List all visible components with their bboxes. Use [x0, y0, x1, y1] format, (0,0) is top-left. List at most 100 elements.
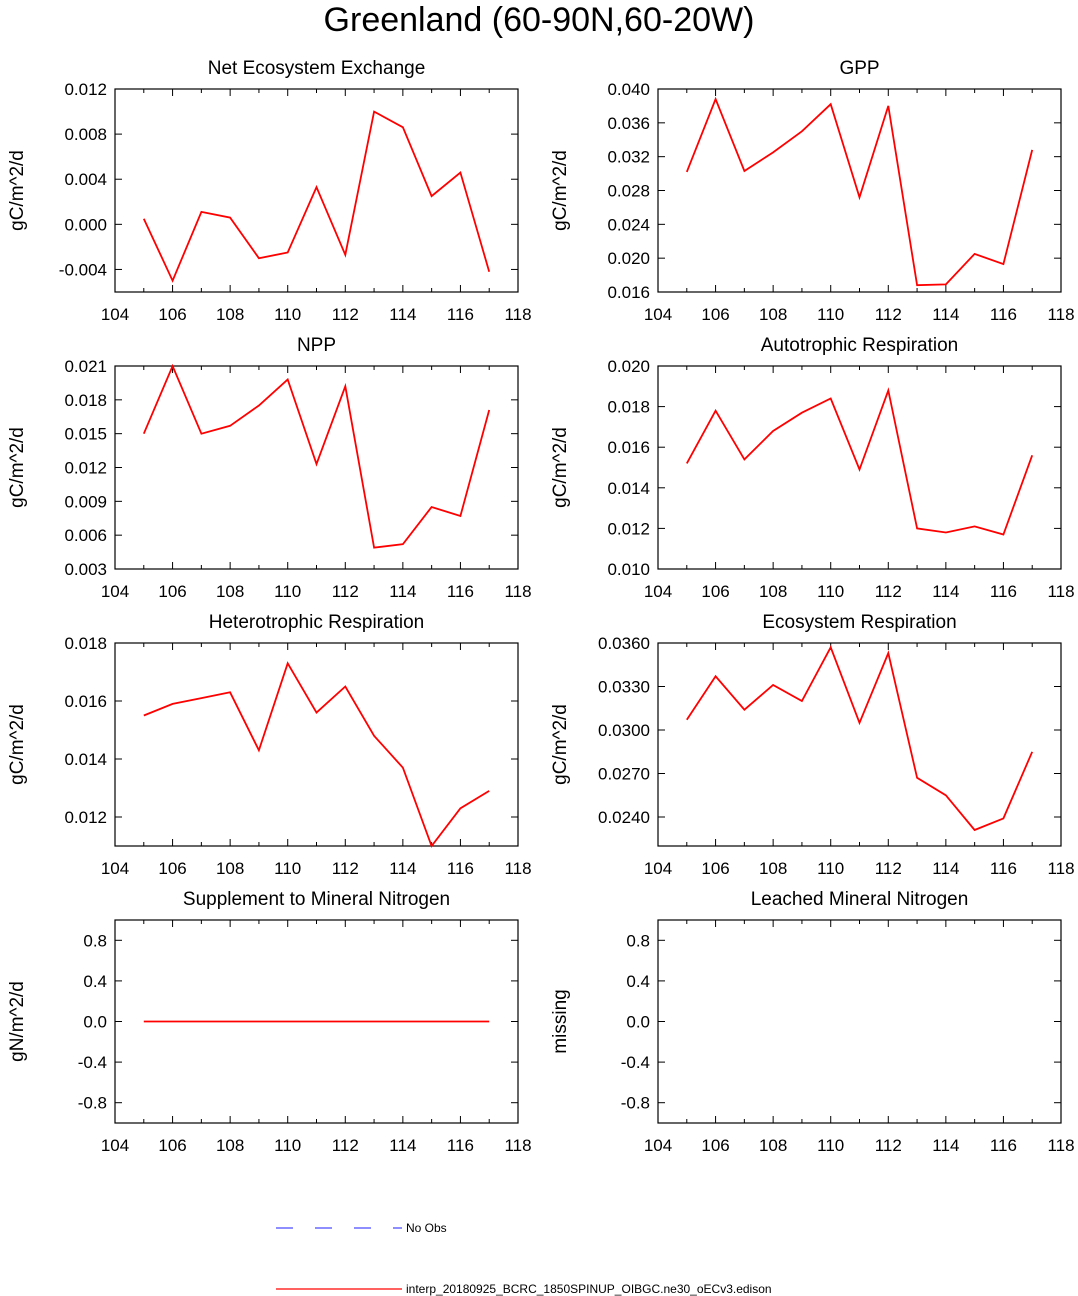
legend-no-obs-label: No Obs [406, 1221, 447, 1235]
panel-title: Ecosystem Respiration [762, 612, 956, 633]
y-tick-label: 0.012 [64, 80, 107, 99]
x-tick-label: 106 [158, 859, 186, 878]
x-tick-label: 110 [817, 582, 844, 601]
x-tick-label: 112 [332, 859, 359, 878]
x-tick-label: 118 [1047, 859, 1074, 878]
y-axis-label: gN/m^2/d [7, 981, 28, 1062]
y-axis-label: missing [550, 989, 571, 1053]
y-axis-label: gC/m^2/d [550, 150, 571, 231]
x-tick-label: 110 [274, 1136, 301, 1155]
x-tick-label: 104 [101, 859, 129, 878]
y-tick-label: 0.000 [64, 215, 107, 234]
chart-panel: Supplement to Mineral Nitrogen gN/m^2/d 10… [7, 889, 532, 1155]
y-tick-label: 0.020 [607, 249, 650, 268]
x-tick-label: 104 [644, 305, 672, 324]
x-tick-label: 108 [759, 582, 787, 601]
y-tick-label: 0.006 [64, 526, 107, 545]
x-tick-label: 110 [274, 582, 301, 601]
x-tick-label: 106 [701, 859, 729, 878]
chart-panel: Autotrophic Respiration gC/m^2/d 104 106 108… [550, 335, 1075, 601]
y-tick-label: 0.032 [607, 148, 650, 167]
panel-title: NPP [297, 335, 336, 356]
x-tick-label: 110 [274, 305, 301, 324]
y-tick-label: 0.036 [607, 114, 650, 133]
x-tick-label: 116 [447, 859, 474, 878]
series-line [686, 387, 1034, 536]
y-tick-label: 0.015 [64, 425, 107, 444]
plot-frame [657, 919, 1062, 1124]
panel-title: Leached Mineral Nitrogen [751, 889, 969, 910]
y-tick-label: 0.012 [64, 808, 107, 827]
x-tick-label: 104 [644, 859, 672, 878]
chart-panel: Leached Mineral Nitrogen missing 104 106 108… [550, 889, 1075, 1155]
panel-title: GPP [839, 58, 879, 79]
chart-panel: NPP gC/m^2/d 104 106 108 110 112 114 116 118 0.003… [7, 335, 532, 601]
x-tick-label: 104 [644, 1136, 672, 1155]
x-tick-label: 114 [389, 859, 416, 878]
x-tick-label: 116 [990, 582, 1017, 601]
y-tick-label: 0.4 [626, 972, 650, 991]
y-tick-label: 0.0360 [598, 634, 650, 653]
x-tick-label: 110 [817, 305, 844, 324]
y-tick-label: 0.021 [64, 357, 107, 376]
x-tick-label: 118 [504, 859, 531, 878]
x-tick-label: 106 [701, 1136, 729, 1155]
y-tick-label: 0.016 [607, 283, 650, 302]
x-tick-label: 114 [932, 305, 959, 324]
series-line [143, 661, 490, 848]
x-tick-label: 104 [101, 1136, 129, 1155]
y-tick-label: 0.040 [607, 80, 650, 99]
panel-title: Supplement to Mineral Nitrogen [183, 889, 450, 910]
x-tick-label: 116 [990, 859, 1017, 878]
x-tick-label: 118 [504, 1136, 531, 1155]
y-tick-label: -0.8 [78, 1094, 107, 1113]
y-tick-label: 0.018 [64, 391, 107, 410]
x-tick-label: 112 [875, 1136, 902, 1155]
series-line [142, 363, 491, 549]
plot-frame [114, 88, 519, 293]
x-tick-label: 116 [447, 1136, 474, 1155]
panel-title: Heterotrophic Respiration [209, 612, 424, 633]
y-tick-label: 0.012 [607, 519, 650, 538]
y-tick-label: 0.010 [607, 560, 650, 579]
x-tick-label: 114 [932, 859, 959, 878]
x-tick-label: 110 [817, 859, 844, 878]
x-tick-label: 112 [332, 305, 359, 324]
x-tick-label: 110 [817, 1136, 844, 1155]
x-tick-label: 108 [759, 305, 787, 324]
y-tick-label: 0.020 [607, 357, 650, 376]
y-axis-label: gC/m^2/d [550, 704, 571, 785]
x-tick-label: 108 [759, 859, 787, 878]
y-tick-label: 0.014 [607, 479, 650, 498]
x-tick-label: 112 [875, 859, 902, 878]
x-tick-label: 106 [701, 305, 729, 324]
y-tick-label: 0.018 [607, 398, 650, 417]
y-tick-label: 0.0240 [598, 808, 650, 827]
series-line [686, 645, 1034, 832]
x-tick-label: 118 [1047, 305, 1074, 324]
x-tick-label: 106 [158, 582, 186, 601]
y-tick-label: 0.009 [64, 492, 107, 511]
y-tick-label: -0.4 [78, 1053, 107, 1072]
y-tick-label: 0.0270 [598, 765, 650, 784]
y-axis-label: gC/m^2/d [7, 704, 28, 785]
chart-panel: Ecosystem Respiration gC/m^2/d 104 106 108 11… [550, 612, 1075, 878]
x-tick-label: 114 [389, 582, 416, 601]
plot-frame [114, 642, 519, 847]
series-line [142, 110, 491, 283]
y-tick-label: 0.016 [607, 438, 650, 457]
y-tick-label: 0.0 [83, 1013, 107, 1032]
y-axis-label: gC/m^2/d [550, 427, 571, 508]
legend-model-label: interp_20180925_BCRC_1850SPINUP_OIBGC.ne… [406, 1282, 772, 1296]
y-axis-label: gC/m^2/d [7, 427, 28, 508]
chart-panel: Heterotrophic Respiration gC/m^2/d 104 106 1… [7, 612, 532, 878]
x-tick-label: 108 [759, 1136, 787, 1155]
x-tick-label: 112 [875, 305, 902, 324]
x-tick-label: 118 [1047, 582, 1074, 601]
x-tick-label: 114 [389, 1136, 416, 1155]
y-tick-label: 0.008 [64, 125, 107, 144]
plot-frame [114, 365, 519, 570]
chart-panel: GPP gC/m^2/d 104 106 108 110 112 114 116 118 0.016… [550, 58, 1075, 324]
y-tick-label: 0.4 [83, 972, 107, 991]
legend: No Obs interp_20180925_BCRC_1850SPINUP_O… [276, 1221, 772, 1296]
